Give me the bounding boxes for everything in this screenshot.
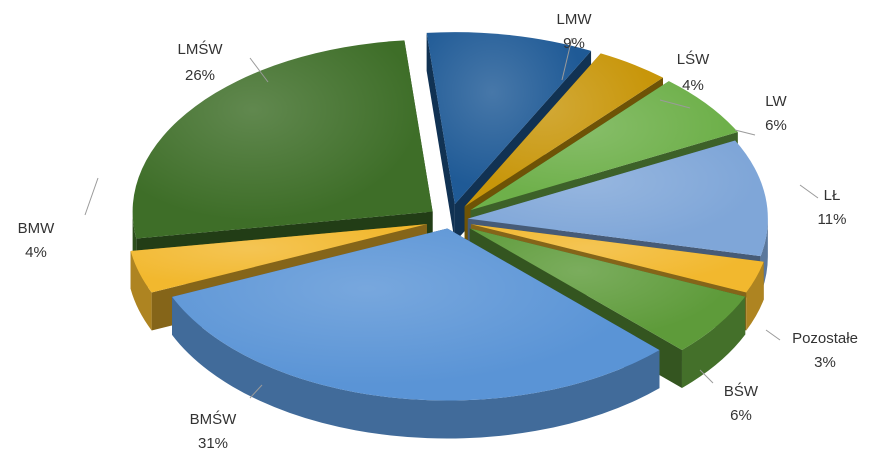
value-lsw: 4% xyxy=(682,77,704,94)
slice-highlight-lmsw xyxy=(132,40,433,239)
slice-edge-bmsw-0 xyxy=(172,296,660,439)
leader-line-bmsw xyxy=(249,384,263,399)
leader-line-lw xyxy=(734,129,756,136)
slice-highlight-bsw xyxy=(469,228,746,350)
slice-wall-lmw-0 xyxy=(426,32,455,243)
slice-highlight-bmw xyxy=(130,224,427,293)
label-ll: LŁ xyxy=(824,187,841,204)
value-lmsw: 26% xyxy=(185,67,215,84)
label-bmsw: BMŚW xyxy=(190,410,238,428)
leader-lines xyxy=(84,37,819,399)
slice-highlight-pozostale xyxy=(470,224,764,293)
slice-highlight-ll xyxy=(467,140,768,257)
slice-edge-pozostale-0 xyxy=(746,261,764,331)
value-bmw: 4% xyxy=(25,244,47,261)
label-bsw: BŚW xyxy=(724,382,759,400)
leader-line-lmsw xyxy=(249,57,269,83)
slice-highlight-lmw xyxy=(426,32,592,205)
label-lsw: LŚW xyxy=(677,50,710,68)
value-lmw: 9% xyxy=(563,35,585,52)
value-ll: 11% xyxy=(818,211,847,228)
slice-highlight-lw xyxy=(470,81,738,211)
leader-line-bsw xyxy=(699,369,714,384)
slice-highlight-bmsw xyxy=(172,228,660,401)
value-bmsw: 31% xyxy=(198,435,228,452)
slice-edge-bsw-0 xyxy=(681,296,746,388)
leader-line-ll xyxy=(799,184,819,199)
pie-slices xyxy=(130,32,768,439)
data-labels: LMW 9% LŚW 4% LW 6% LŁ 11% Pozostałe 3% … xyxy=(18,11,858,452)
leader-line-pozostale xyxy=(765,329,781,341)
label-lmsw: LMŚW xyxy=(178,40,224,58)
value-lw: 6% xyxy=(765,117,787,134)
slice-bmsw xyxy=(172,228,660,439)
leader-line-bmw xyxy=(84,177,99,216)
label-lw: LW xyxy=(765,93,787,110)
leader-line-lsw xyxy=(659,99,691,109)
value-pozostale: 3% xyxy=(814,354,836,371)
label-pozostale: Pozostałe xyxy=(792,330,858,347)
label-lmw: LMW xyxy=(557,11,593,28)
leader-line-lmw xyxy=(561,37,573,81)
slice-edge-bmw-0 xyxy=(130,251,152,331)
label-bmw: BMW xyxy=(18,220,56,237)
value-bsw: 6% xyxy=(730,407,752,424)
slice-highlight-lsw xyxy=(464,53,664,207)
